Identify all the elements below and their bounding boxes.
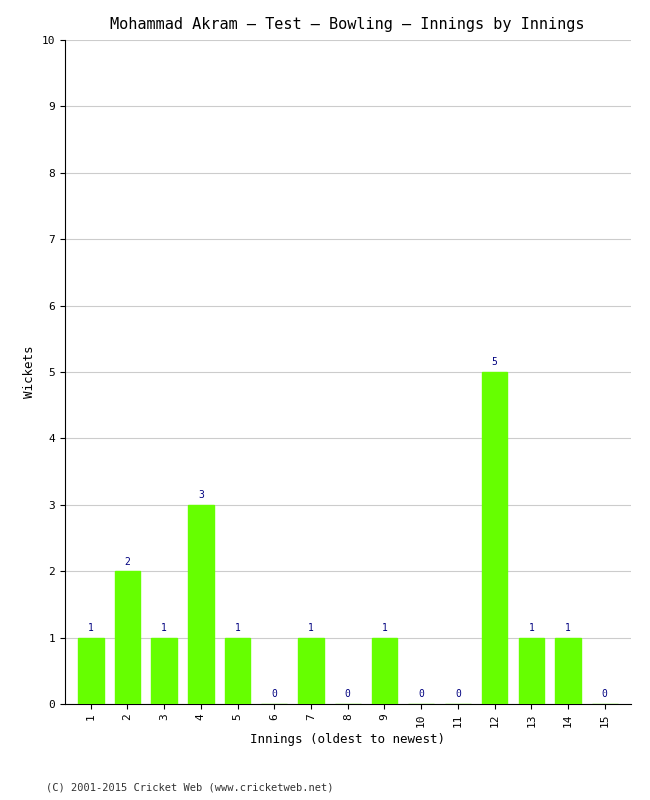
- Text: 3: 3: [198, 490, 204, 500]
- Text: 0: 0: [344, 690, 351, 699]
- Text: 1: 1: [235, 623, 240, 633]
- X-axis label: Innings (oldest to newest): Innings (oldest to newest): [250, 733, 445, 746]
- Text: 5: 5: [491, 358, 497, 367]
- Text: 1: 1: [88, 623, 94, 633]
- Bar: [372, 638, 397, 704]
- Text: 1: 1: [528, 623, 534, 633]
- Y-axis label: Wickets: Wickets: [23, 346, 36, 398]
- Bar: [298, 638, 324, 704]
- Text: 2: 2: [125, 557, 131, 566]
- Text: 0: 0: [455, 690, 461, 699]
- Text: (C) 2001-2015 Cricket Web (www.cricketweb.net): (C) 2001-2015 Cricket Web (www.cricketwe…: [46, 782, 333, 792]
- Text: 1: 1: [382, 623, 387, 633]
- Text: 1: 1: [308, 623, 314, 633]
- Title: Mohammad Akram – Test – Bowling – Innings by Innings: Mohammad Akram – Test – Bowling – Inning…: [111, 17, 585, 32]
- Bar: [519, 638, 544, 704]
- Bar: [151, 638, 177, 704]
- Text: 0: 0: [418, 690, 424, 699]
- Bar: [78, 638, 103, 704]
- Text: 0: 0: [271, 690, 278, 699]
- Text: 1: 1: [565, 623, 571, 633]
- Bar: [114, 571, 140, 704]
- Bar: [225, 638, 250, 704]
- Text: 1: 1: [161, 623, 167, 633]
- Text: 0: 0: [602, 690, 608, 699]
- Bar: [555, 638, 581, 704]
- Bar: [188, 505, 214, 704]
- Bar: [482, 372, 508, 704]
